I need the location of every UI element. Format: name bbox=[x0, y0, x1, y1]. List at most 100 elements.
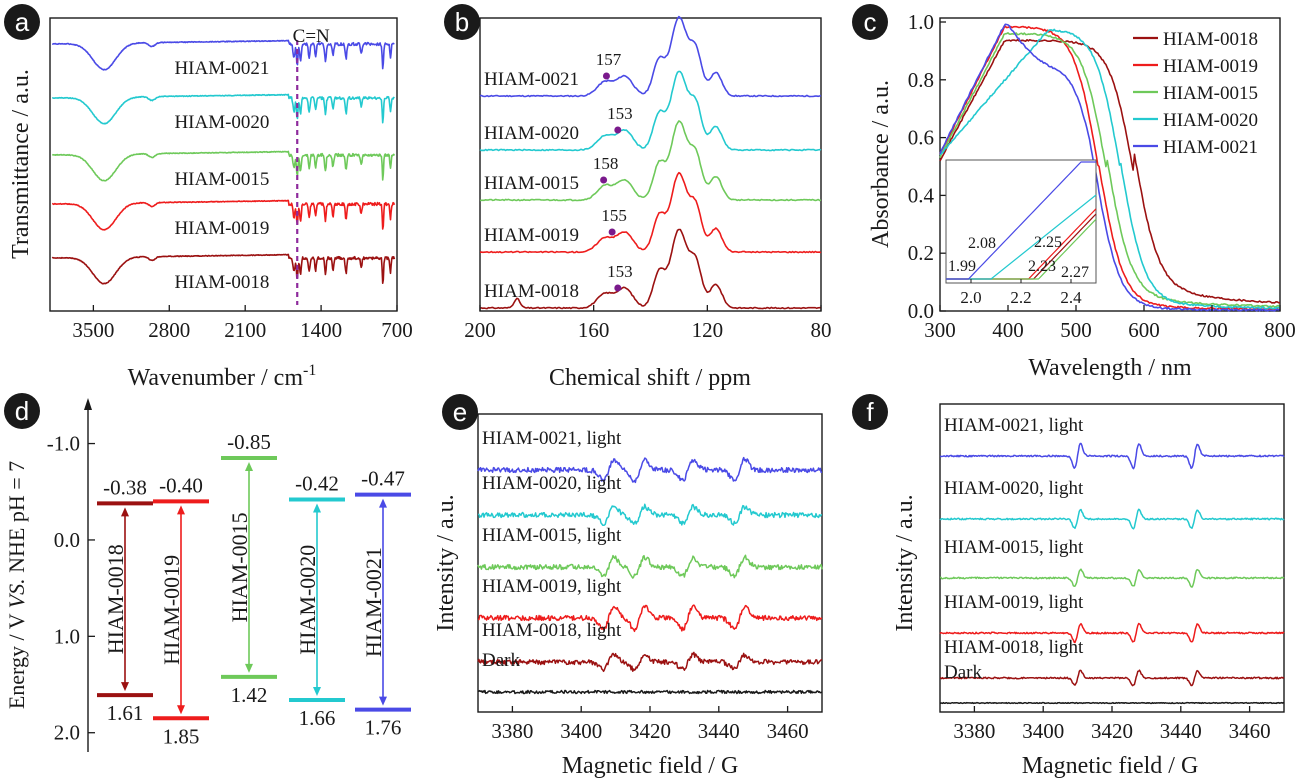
band-series-label: HIAM-0020 bbox=[295, 545, 320, 655]
panel-a-ylabel: Transmittance / a.u. bbox=[8, 69, 34, 259]
uv-y-tick-label: 1.0 bbox=[908, 10, 934, 34]
epr-x-tick-label: 3420 bbox=[629, 719, 671, 743]
epr-x-tick-label: 3400 bbox=[560, 719, 602, 743]
panel-c-legend: HIAM-0018 HIAM-0019 HIAM-0015 HIAM-0020 HIAM… bbox=[1133, 29, 1258, 158]
uv-x-tick-label: 300 bbox=[924, 318, 956, 342]
uv-legend-label: HIAM-0021 bbox=[1163, 137, 1258, 158]
panel-f-plot: HIAM-0021, light HIAM-0020, light HIAM-001… bbox=[939, 415, 1285, 705]
uv-inset-label: 2.08 bbox=[968, 235, 996, 252]
ftir-x-tick-label: 700 bbox=[381, 318, 413, 342]
band-y-tick-label: 0.0 bbox=[54, 528, 80, 552]
vb-value: 1.76 bbox=[365, 716, 402, 740]
nmr-peak-marker bbox=[608, 228, 616, 236]
cb-value: -0.47 bbox=[361, 467, 405, 491]
uv-inset-label: 2.23 bbox=[1028, 258, 1056, 275]
panel-b-xlabel: Chemical shift / ppm bbox=[549, 365, 751, 391]
epr-series-line bbox=[477, 651, 823, 673]
nmr-series-line bbox=[479, 171, 822, 254]
epr-x-tick-label: 3400 bbox=[1022, 719, 1064, 743]
epr-series-line bbox=[477, 554, 823, 579]
panel-a-plot: HIAM-0021 HIAM-0020 HIAM-0015 HIAM-0019 HIAM… bbox=[51, 26, 396, 305]
panel-b-plot: HIAM-0021 157 HIAM-0020 153 HIAM-0015 158 HIAM… bbox=[479, 15, 822, 310]
epr-x-tick-label: 3380 bbox=[953, 719, 995, 743]
epr-series-line bbox=[477, 604, 823, 633]
epr-x-tick-label: 3380 bbox=[491, 719, 533, 743]
epr-series-label: HIAM-0018, light bbox=[482, 620, 622, 641]
uv-inset-tick-label: 2.2 bbox=[1010, 288, 1031, 307]
panel-c-frame bbox=[939, 17, 1281, 312]
uv-legend-label: HIAM-0019 bbox=[1163, 56, 1258, 77]
gap-arrow-head bbox=[313, 686, 321, 696]
gap-arrow-head bbox=[379, 696, 387, 706]
panel-d-plot: -0.38 1.61 HIAM-0018 -0.40 1.85 HIAM-0019 -0.8… bbox=[97, 430, 411, 748]
epr-series-line bbox=[939, 622, 1285, 644]
nmr-peak-marker bbox=[614, 126, 622, 134]
panel-a-letter: a bbox=[15, 7, 30, 37]
panel-f-ticks: 3380 3400 3420 3440 3460 bbox=[953, 706, 1271, 743]
nmr-x-tick-label: 120 bbox=[692, 318, 724, 342]
epr-series-label: HIAM-0015, light bbox=[944, 537, 1084, 558]
gap-arrow-head bbox=[121, 682, 129, 692]
cb-value: -0.38 bbox=[103, 475, 147, 499]
epr-series-line bbox=[939, 701, 1285, 705]
uv-y-tick-label: 0.8 bbox=[908, 68, 934, 92]
uv-legend-label: HIAM-0015 bbox=[1163, 83, 1258, 104]
panel-c-ticks: 300 400 500 600 700 800 0.0 0.2 0.4 0.6 0.8 1.0 bbox=[908, 10, 1296, 342]
nmr-series-line bbox=[479, 228, 821, 310]
nmr-peak-marker bbox=[600, 176, 608, 184]
cn-annotation: C=N bbox=[293, 26, 330, 47]
panel-e: HIAM-0021, light HIAM-0020, light HIAM-001… bbox=[433, 394, 823, 779]
panel-e-letter: e bbox=[453, 397, 467, 427]
epr-series-label: HIAM-0019, light bbox=[944, 592, 1084, 613]
gap-arrow-head bbox=[177, 705, 185, 715]
gap-arrow-head bbox=[245, 462, 253, 472]
uv-legend-label: HIAM-0020 bbox=[1163, 110, 1258, 131]
panel-b-ticks: 200 160 120 80 bbox=[464, 305, 832, 342]
band-series-label: HIAM-0015 bbox=[227, 512, 252, 622]
panel-d-letter: d bbox=[15, 396, 29, 426]
uv-y-tick-label: 0.6 bbox=[908, 126, 934, 150]
panel-a-xlabel: Wavenumber / cm-1 bbox=[128, 362, 317, 391]
uv-inset-label: 1.99 bbox=[948, 258, 976, 275]
ftir-x-tick-label: 1400 bbox=[300, 318, 342, 342]
nmr-series-label: HIAM-0020 bbox=[484, 123, 579, 144]
gap-arrow-head bbox=[245, 663, 253, 673]
ftir-series-label: HIAM-0018 bbox=[174, 272, 269, 293]
panel-e-badge bbox=[442, 394, 478, 430]
panel-a: HIAM-0021 HIAM-0020 HIAM-0015 HIAM-0019 HIAM… bbox=[4, 4, 413, 391]
nmr-series-line bbox=[479, 15, 822, 98]
uv-x-tick-label: 800 bbox=[1264, 318, 1296, 342]
uv-y-tick-label: 0.4 bbox=[908, 183, 935, 207]
uv-legend-label: HIAM-0018 bbox=[1163, 29, 1258, 50]
nmr-series-label: HIAM-0021 bbox=[484, 69, 579, 90]
nmr-series-line bbox=[479, 70, 822, 152]
epr-series-label: HIAM-0021, light bbox=[944, 415, 1084, 436]
epr-x-tick-label: 3420 bbox=[1091, 719, 1133, 743]
ftir-series-line bbox=[51, 93, 395, 125]
epr-series-label: HIAM-0020, light bbox=[944, 478, 1084, 499]
ftir-series-line bbox=[52, 199, 396, 231]
panel-c: 300 400 500 600 700 800 0.0 0.2 0.4 0.6 0.8 1.0 HIA… bbox=[852, 4, 1296, 381]
epr-series-label: HIAM-0021, light bbox=[482, 428, 622, 449]
panel-d-ticks: -1.0 0.0 1.0 2.0 bbox=[47, 432, 95, 745]
epr-series-label: HIAM-0019, light bbox=[482, 576, 622, 597]
gap-arrow-head bbox=[177, 505, 185, 515]
panel-b-letter: b bbox=[455, 7, 469, 37]
panel-d-badge bbox=[4, 393, 40, 429]
epr-x-tick-label: 3460 bbox=[1229, 719, 1271, 743]
panel-a-ticks: 3500 2800 2100 1400 700 bbox=[72, 305, 413, 342]
panel-b-frame bbox=[479, 17, 822, 312]
uv-x-tick-label: 700 bbox=[1196, 318, 1228, 342]
ftir-series-line bbox=[51, 253, 396, 285]
vb-value: 1.42 bbox=[231, 683, 268, 707]
panel-b: HIAM-0021 157 HIAM-0020 153 HIAM-0015 158 HIAM… bbox=[444, 4, 832, 391]
cb-value: -0.85 bbox=[227, 430, 271, 454]
band-series-label: HIAM-0019 bbox=[159, 555, 184, 665]
band-series-label: HIAM-0018 bbox=[103, 544, 128, 654]
ftir-series-line bbox=[51, 39, 395, 71]
epr-x-tick-label: 3460 bbox=[767, 719, 809, 743]
band-y-tick-label: -1.0 bbox=[47, 432, 80, 456]
epr-series-line bbox=[939, 442, 1285, 470]
uv-x-tick-label: 400 bbox=[992, 318, 1024, 342]
